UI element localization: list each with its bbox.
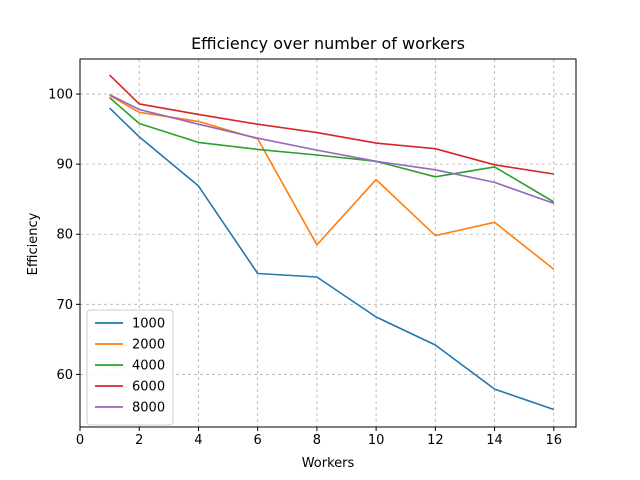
series-line-2000 (109, 94, 555, 270)
series-line-6000 (109, 74, 554, 175)
x-tick-label: 2 (135, 433, 143, 448)
x-axis-ticks: 0 2 4 6 8 10 12 14 16 (76, 427, 562, 448)
x-axis-label: Workers (302, 456, 355, 471)
legend: 1000 2000 4000 6000 8000 (86, 309, 174, 426)
plot-area (79, 58, 577, 428)
series-line-1000 (109, 107, 555, 411)
series-lines (109, 74, 555, 411)
x-tick-label: 8 (313, 433, 321, 448)
y-tick-label: 100 (48, 88, 73, 103)
x-tick-label: 16 (546, 433, 563, 448)
x-tick-label: 6 (254, 433, 262, 448)
x-tick-label: 14 (486, 433, 503, 448)
legend-label-8000: 8000 (132, 401, 165, 416)
legend-label-1000: 1000 (132, 317, 165, 332)
x-tick-label: 0 (76, 433, 84, 448)
legend-box (86, 309, 174, 426)
chart-title: Efficiency over number of workers (191, 34, 465, 53)
y-tick-label: 70 (56, 298, 73, 313)
x-tick-label: 10 (368, 433, 385, 448)
legend-label-6000: 6000 (132, 380, 165, 395)
x-tick-label: 12 (427, 433, 444, 448)
legend-label-4000: 4000 (132, 359, 165, 374)
y-tick-label: 90 (56, 158, 73, 173)
y-axis-ticks: 60 70 80 90 100 (48, 88, 80, 383)
series-line-8000 (109, 93, 555, 205)
y-axis-label: Efficiency (26, 212, 41, 275)
y-tick-label: 60 (56, 368, 73, 383)
legend-label-2000: 2000 (132, 338, 165, 353)
x-tick-label: 4 (194, 433, 202, 448)
series-line-4000 (109, 96, 555, 203)
y-tick-label: 80 (56, 228, 73, 243)
